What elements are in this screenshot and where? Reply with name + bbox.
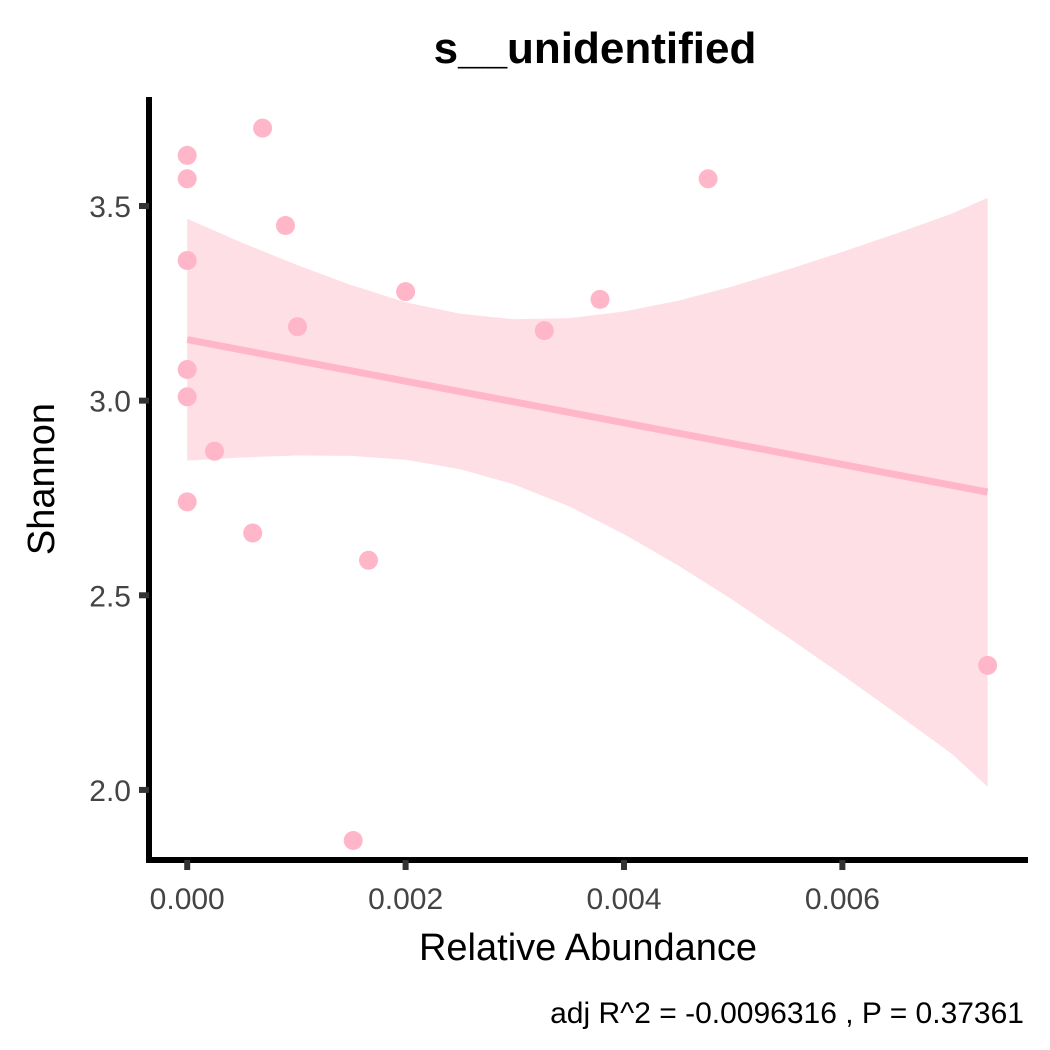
data-point-12	[343, 831, 363, 850]
x-tick-label: 0.000	[150, 883, 225, 916]
y-tick-label: 3.5	[89, 191, 131, 224]
x-tick-label: 0.002	[368, 883, 443, 916]
y-tick-label: 2.0	[89, 775, 131, 808]
data-point-3	[177, 251, 197, 270]
data-point-14	[396, 282, 416, 302]
data-points	[177, 118, 998, 850]
axes: 0.000 0.002 0.004 0.006 2.0 2.5 3.0 3.5	[89, 97, 1028, 916]
regression-caption: adj R^2 = -0.0096316 , P = 0.37361	[550, 997, 1024, 1030]
data-point-16	[590, 289, 610, 309]
data-point-18	[978, 655, 998, 675]
data-point-13	[359, 550, 378, 570]
data-point-6	[177, 492, 197, 512]
regression-line	[186, 336, 989, 496]
data-point-7	[205, 441, 224, 461]
x-axis-label: Relative Abundance	[419, 927, 757, 969]
x-axis-ticks: 0.000 0.002 0.004 0.006	[150, 860, 880, 916]
confidence-band	[187, 197, 988, 787]
data-point-5	[177, 387, 197, 407]
chart-title: s__unidentified	[434, 24, 757, 73]
data-point-10	[276, 216, 295, 235]
data-point-15	[534, 321, 554, 341]
x-tick-label: 0.004	[586, 883, 661, 916]
y-tick-label: 2.5	[89, 580, 131, 613]
data-point-9	[253, 118, 273, 138]
data-point-11	[288, 317, 307, 337]
y-axis-ticks: 2.0 2.5 3.0 3.5	[89, 191, 149, 808]
data-point-2	[177, 169, 197, 189]
data-point-17	[698, 169, 718, 189]
data-point-4	[177, 360, 197, 379]
plot-area	[177, 118, 998, 850]
y-axis-label: Shannon	[21, 403, 63, 555]
data-point-8	[243, 523, 263, 543]
y-tick-label: 3.0	[89, 386, 131, 419]
x-tick-label: 0.006	[805, 883, 880, 916]
data-point-1	[177, 145, 197, 165]
